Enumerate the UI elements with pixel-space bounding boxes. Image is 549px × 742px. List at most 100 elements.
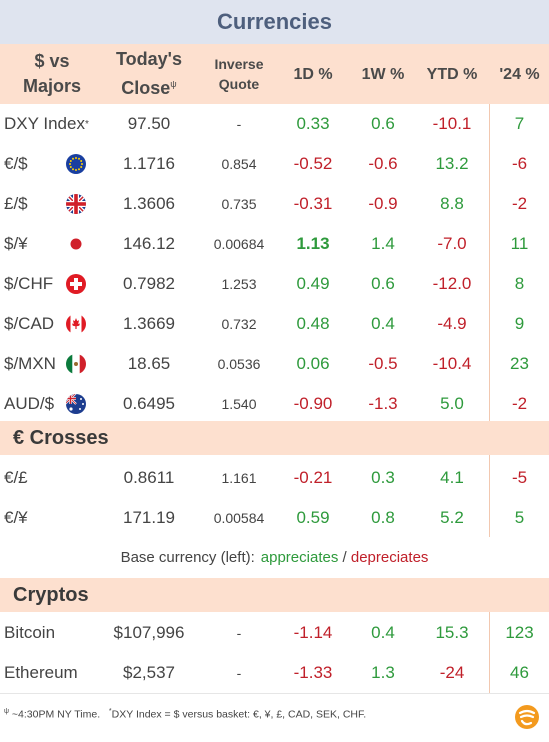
pair-name: $/CAD	[4, 314, 55, 333]
change-ytd: 8.8	[440, 194, 464, 213]
change-ytd: 13.2	[435, 154, 469, 173]
close-value: 97.50	[127, 114, 171, 133]
close-value: 0.7982	[123, 274, 175, 293]
change-w1: -1.3	[368, 394, 398, 413]
brand-logo-icon	[514, 704, 540, 730]
inverse-quote: 0.00584	[213, 510, 265, 526]
table-row: DXY Index * 97.50 - 0.33 0.6 -10.1 7	[0, 104, 549, 144]
pair-name: €/¥	[4, 508, 28, 527]
color-legend: Base currency (left): appreciates / depr…	[120, 548, 429, 566]
change-d1: -1.14	[293, 623, 333, 642]
change-ytd: -24	[439, 663, 465, 682]
title-bar: Currencies	[0, 0, 549, 44]
header-1d: 1D %	[293, 65, 333, 83]
table-row: $/CAD 1.3669 0.732 0.48 0.4 -4.9 9	[0, 304, 549, 344]
change-y24: 7	[514, 114, 525, 133]
header-1w: 1W %	[361, 65, 405, 83]
change-d1: -0.21	[293, 468, 333, 487]
close-value: 1.3669	[123, 314, 175, 333]
change-y24: 5	[514, 508, 525, 527]
change-d1: -0.90	[293, 394, 333, 413]
header-2024: '24 %	[499, 65, 540, 83]
change-ytd: 4.1	[440, 468, 464, 487]
close-value: 0.8611	[123, 468, 175, 487]
change-d1: 1.13	[296, 234, 330, 253]
change-w1: -0.5	[368, 354, 398, 373]
change-w1: 0.4	[371, 623, 395, 642]
legend-depreciates: depreciates	[350, 548, 429, 566]
inverse-quote: 1.161	[221, 470, 257, 486]
column-divider	[489, 104, 490, 421]
australia-flag-icon	[64, 384, 88, 424]
change-y24: 8	[514, 274, 525, 293]
header-ytd: YTD %	[426, 65, 478, 83]
table-row: €/$ 1.1716 0.854 -0.52 -0.6 13.2 -6	[0, 144, 549, 184]
pair-name: €/$	[4, 154, 28, 173]
japan-flag-icon	[64, 224, 88, 264]
change-w1: 0.6	[371, 114, 395, 133]
pair-name: £/$	[4, 194, 28, 213]
pair-name: $/¥	[4, 234, 28, 253]
mexico-flag-icon	[64, 344, 88, 384]
pair-name: $/MXN	[4, 354, 56, 373]
table-row: €/£ 0.8611 1.161 -0.21 0.3 4.1 -5	[0, 458, 549, 498]
change-ytd: 15.3	[435, 623, 469, 642]
table-row: $/CHF 0.7982 1.253 0.49 0.6 -12.0 8	[0, 264, 549, 304]
close-value: 171.19	[123, 508, 175, 527]
close-value: $2,537	[123, 663, 175, 682]
table-row: $/MXN 18.65 0.0536 0.06 -0.5 -10.4 23	[0, 344, 549, 384]
change-ytd: -7.0	[437, 234, 467, 253]
change-d1: -0.52	[293, 154, 333, 173]
inverse-quote: -	[236, 665, 242, 681]
inverse-quote: 0.0536	[217, 356, 261, 372]
eu-flag-icon	[64, 144, 88, 184]
change-y24: 23	[510, 354, 529, 373]
pair-name: $/CHF	[4, 274, 54, 293]
change-ytd: -10.1	[432, 114, 472, 133]
change-y24: -5	[511, 468, 528, 487]
change-ytd: 5.0	[440, 394, 464, 413]
change-ytd: -4.9	[437, 314, 467, 333]
pair-name: AUD/$	[4, 394, 55, 413]
close-value: 1.3606	[123, 194, 175, 213]
table-row: Ethereum $2,537 - -1.33 1.3 -24 46	[0, 653, 549, 693]
change-d1: -0.31	[293, 194, 333, 213]
change-y24: 9	[514, 314, 525, 333]
table-row: £/$ 1.3606 0.735 -0.31 -0.9 8.8 -2	[0, 184, 549, 224]
change-w1: -0.9	[368, 194, 398, 213]
table-row: Bitcoin $107,996 - -1.14 0.4 15.3 123	[0, 613, 549, 653]
change-d1: 0.48	[296, 314, 330, 333]
change-y24: -6	[511, 154, 528, 173]
inverse-quote: -	[236, 116, 242, 132]
change-w1: 0.3	[371, 468, 395, 487]
change-w1: 0.6	[371, 274, 395, 293]
change-d1: 0.06	[296, 354, 330, 373]
pair-name: Ethereum	[4, 663, 78, 682]
close-value: $107,996	[113, 623, 185, 642]
column-divider	[489, 612, 490, 693]
cryptos-section-header: Cryptos	[0, 578, 549, 612]
change-d1: 0.49	[296, 274, 330, 293]
change-w1: 1.4	[371, 234, 395, 253]
change-d1: 0.33	[296, 114, 330, 133]
change-y24: 46	[510, 663, 529, 682]
close-value: 1.1716	[123, 154, 175, 173]
close-value: 0.6495	[123, 394, 175, 413]
change-y24: -2	[511, 394, 528, 413]
crosses-section-header: € Crosses	[0, 421, 549, 455]
pair-name: €/£	[4, 468, 28, 487]
change-w1: 0.4	[371, 314, 395, 333]
header-close: Today's Closeψ	[116, 49, 182, 98]
table-row: $/¥ 146.12 0.00684 1.13 1.4 -7.0 11	[0, 224, 549, 264]
uk-flag-icon	[64, 184, 88, 224]
column-divider	[489, 455, 490, 537]
change-y24: 123	[505, 623, 534, 642]
inverse-quote: 0.735	[221, 196, 257, 212]
change-y24: 11	[510, 234, 529, 253]
close-value: 146.12	[123, 234, 175, 253]
inverse-quote: -	[236, 625, 242, 641]
table-row: €/¥ 171.19 0.00584 0.59 0.8 5.2 5	[0, 498, 549, 538]
pair-name: Bitcoin	[4, 623, 56, 642]
legend-appreciates: appreciates	[260, 548, 339, 566]
canada-flag-icon	[64, 304, 88, 344]
